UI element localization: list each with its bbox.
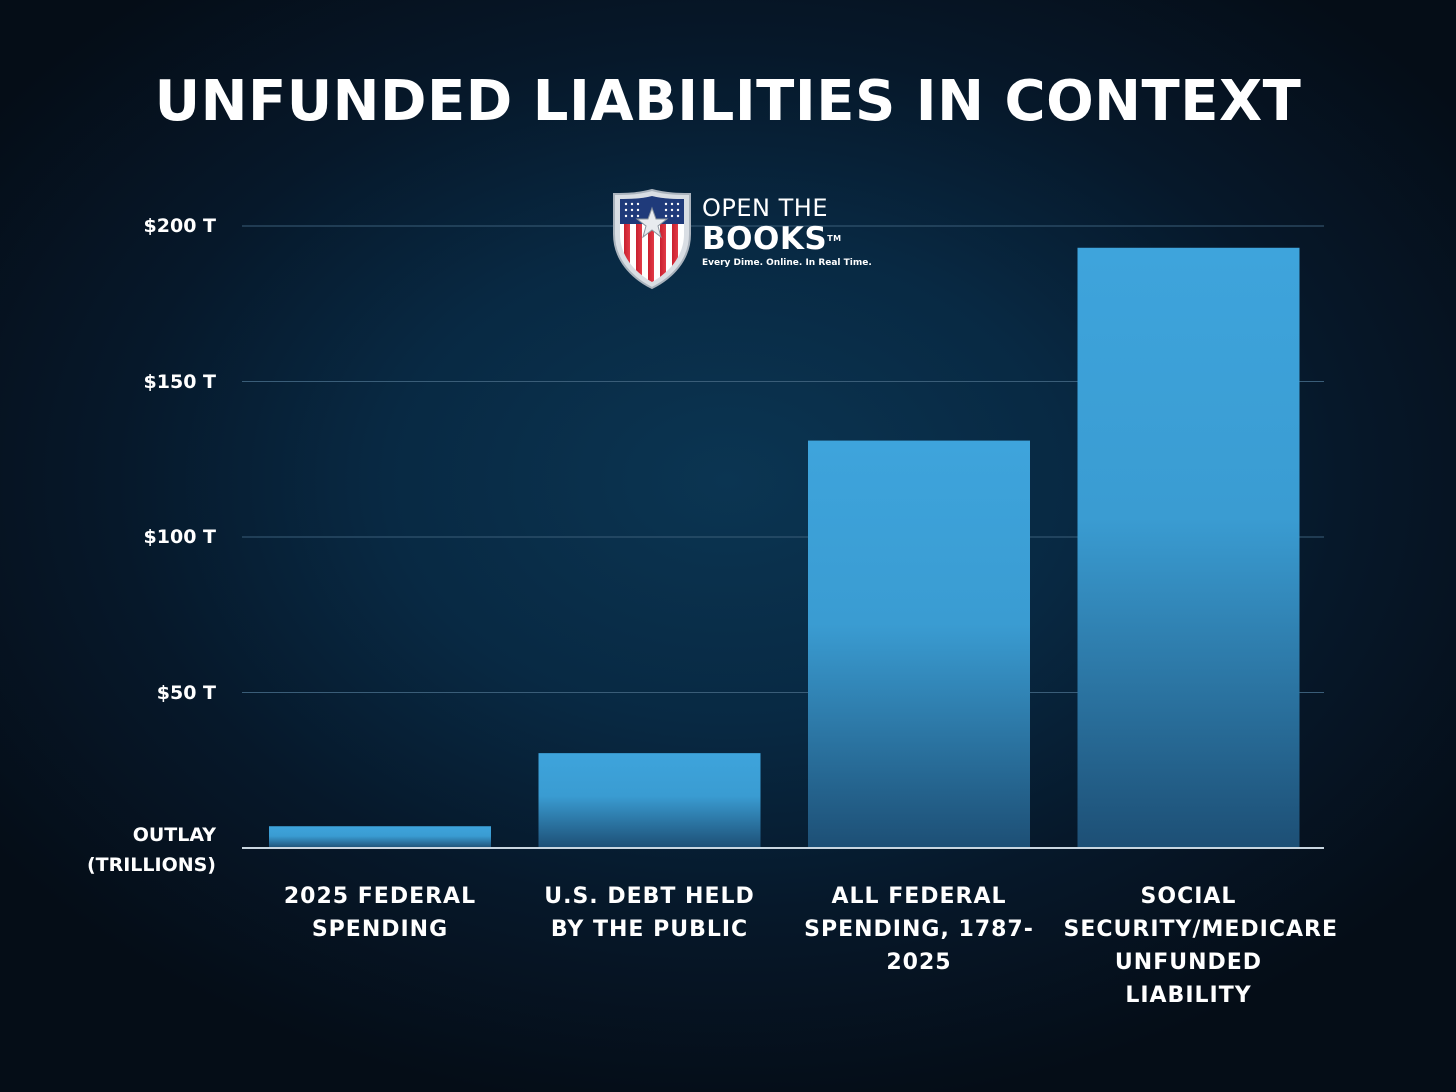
y-tick-label: $150 T	[143, 370, 216, 393]
bar	[269, 826, 491, 848]
x-category-label: ALL FEDERAL SPENDING, 1787-2025	[804, 884, 1034, 975]
logo-trademark: TM	[827, 234, 842, 243]
bar	[808, 440, 1030, 848]
y-tick-label: $50 T	[156, 681, 216, 704]
shield-icon	[613, 188, 691, 290]
y-tick-label: $200 T	[143, 215, 216, 237]
logo-tagline: Every Dime. Online. In Real Time.	[702, 258, 872, 268]
y-tick-label: $100 T	[143, 526, 216, 548]
x-category-label: 2025 FEDERAL SPENDING	[283, 884, 477, 942]
y-axis-label: OUTLAY (TRILLIONS)	[87, 820, 216, 880]
y-axis-label-line: OUTLAY	[132, 824, 216, 846]
open-the-books-logo: OPEN THE BOOKSTM Every Dime. Online. In …	[612, 188, 872, 290]
x-category-label: SOCIAL SECURITY/MEDICARE UNFUNDED LIABIL…	[1063, 884, 1338, 1008]
chart-title: UNFUNDED LIABILITIES IN CONTEXT	[154, 69, 1302, 134]
bar	[538, 753, 761, 848]
y-axis-label-line: (TRILLIONS)	[86, 854, 216, 876]
bar	[1077, 247, 1300, 848]
logo-text: OPEN THE BOOKSTM Every Dime. Online. In …	[702, 194, 872, 270]
x-category-label: U.S. DEBT HELD BY THE PUBLIC	[544, 884, 755, 942]
logo-line-1: OPEN THE	[702, 194, 828, 222]
logo-wordmark: BOOKS	[702, 221, 828, 257]
logo-line-2: BOOKSTM	[702, 222, 872, 256]
